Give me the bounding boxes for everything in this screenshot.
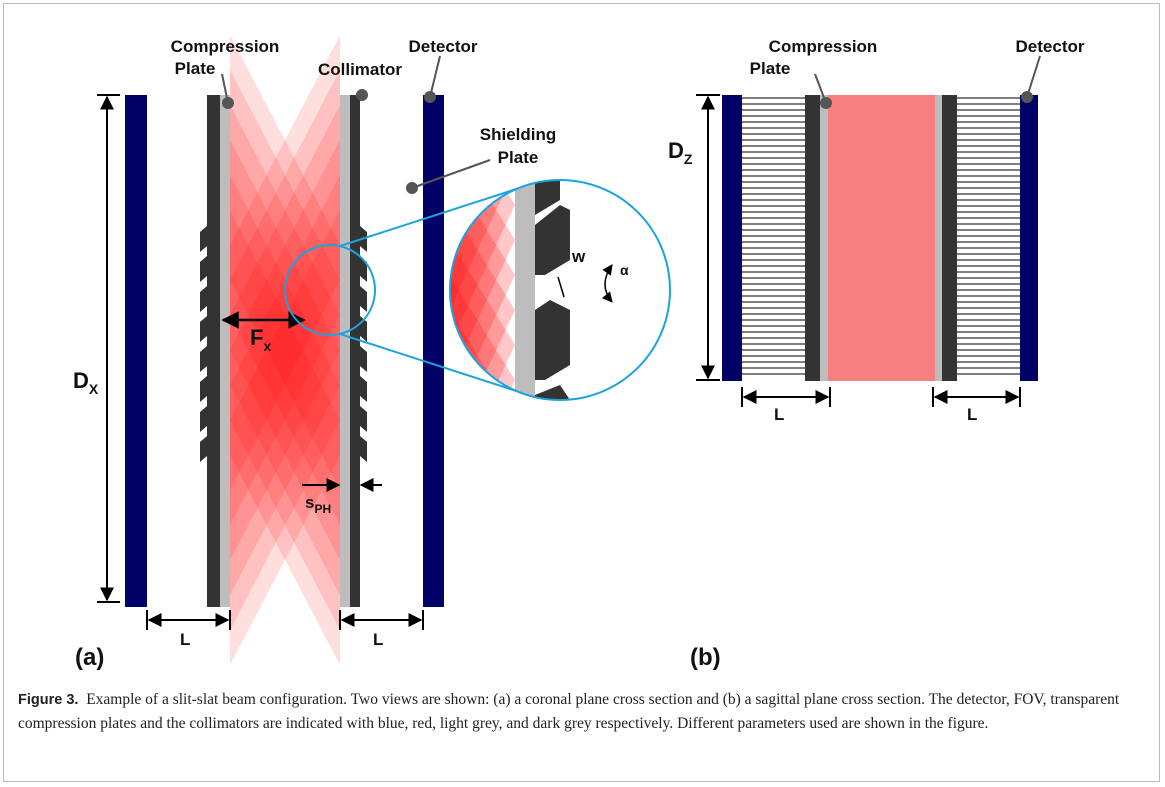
fx-sub: x	[263, 338, 271, 354]
dx-label: DX	[73, 368, 99, 397]
figure-frame	[3, 3, 1160, 782]
caption-text: Example of a slit-slat beam configuratio…	[18, 691, 1120, 732]
l-label: L	[180, 630, 190, 649]
beam	[450, 180, 515, 365]
alpha-label: α	[620, 262, 629, 278]
dz-sub: Z	[684, 151, 693, 167]
zoom-circle	[449, 179, 671, 401]
sph-sub: PH	[314, 502, 331, 516]
fx-main: F	[250, 325, 263, 350]
leader	[429, 55, 441, 98]
dx-main: D	[73, 368, 89, 393]
beam	[450, 190, 515, 400]
compression-plate-left	[220, 95, 230, 607]
shielding-label: Shielding	[480, 125, 557, 144]
beam	[230, 175, 340, 595]
panel-label: (b)	[690, 644, 721, 671]
slat	[200, 226, 207, 252]
beam	[230, 35, 340, 455]
detector-label: Detector	[1016, 37, 1085, 56]
fov	[828, 95, 935, 381]
compression-label: Compression	[171, 37, 280, 56]
beam	[230, 70, 340, 490]
sph-main: s	[305, 493, 314, 512]
beam	[230, 140, 340, 560]
collimator-left	[805, 95, 820, 381]
sph-label: sPH	[305, 493, 331, 516]
beam	[230, 245, 340, 665]
zoom-line	[339, 182, 536, 247]
beam	[230, 175, 340, 595]
caption: Figure 3. Example of a slit-slat beam co…	[18, 688, 1143, 735]
collimator-right	[350, 95, 360, 607]
collimator-slats	[200, 226, 367, 462]
dx-sub: X	[89, 381, 99, 397]
slats-b	[742, 97, 1020, 375]
dot	[222, 97, 234, 109]
compression-plate-right	[935, 95, 942, 381]
beam	[230, 140, 340, 560]
dz-main: D	[668, 138, 684, 163]
compression-plate-left	[820, 95, 828, 381]
beam	[230, 35, 340, 455]
detector-left	[722, 95, 742, 381]
slat	[360, 346, 367, 372]
alpha-arrow	[601, 264, 613, 303]
collimator-label: Collimator	[318, 60, 402, 79]
slat	[360, 406, 367, 432]
l-label: L	[373, 630, 383, 649]
beam	[230, 210, 340, 630]
detector-right	[1020, 95, 1038, 381]
slat	[200, 346, 207, 372]
beam	[450, 260, 515, 400]
slat	[200, 436, 207, 462]
l-label: L	[774, 405, 784, 424]
leader	[411, 159, 491, 189]
collimator-right	[942, 95, 957, 381]
l-label: L	[967, 405, 977, 424]
panel-label: (a)	[75, 644, 104, 671]
slat	[360, 376, 367, 402]
collimator-left	[207, 95, 220, 607]
slat	[200, 376, 207, 402]
zoom-line	[339, 333, 536, 398]
fov-beams	[230, 35, 340, 665]
detector-left	[125, 95, 147, 607]
beam	[230, 70, 340, 490]
slat	[200, 316, 207, 342]
dot	[820, 97, 832, 109]
compression-plate-right	[340, 95, 350, 607]
shielding-label: Plate	[498, 148, 539, 167]
dot	[1021, 91, 1033, 103]
compression-label: Compression	[769, 37, 878, 56]
slat	[360, 286, 367, 312]
compression-label: Plate	[750, 59, 791, 78]
dot	[406, 182, 418, 194]
w-mark	[557, 276, 565, 298]
figure: DX Fx sPH L L Compression Plate Collimat…	[73, 35, 1085, 671]
slat	[200, 406, 207, 432]
slat	[360, 436, 367, 462]
zoom-source	[284, 244, 376, 336]
compression-label: Plate	[175, 59, 216, 78]
slat	[200, 286, 207, 312]
dot	[356, 89, 368, 101]
detector-right	[423, 95, 444, 607]
slat	[200, 256, 207, 282]
w-label: w	[571, 247, 586, 266]
caption-label: Figure 3.	[18, 692, 79, 708]
leader	[1026, 55, 1041, 98]
dz-label: DZ	[668, 138, 693, 167]
fx-label: Fx	[250, 325, 271, 354]
beam	[230, 245, 340, 665]
dot	[424, 91, 436, 103]
detector-label: Detector	[409, 37, 478, 56]
